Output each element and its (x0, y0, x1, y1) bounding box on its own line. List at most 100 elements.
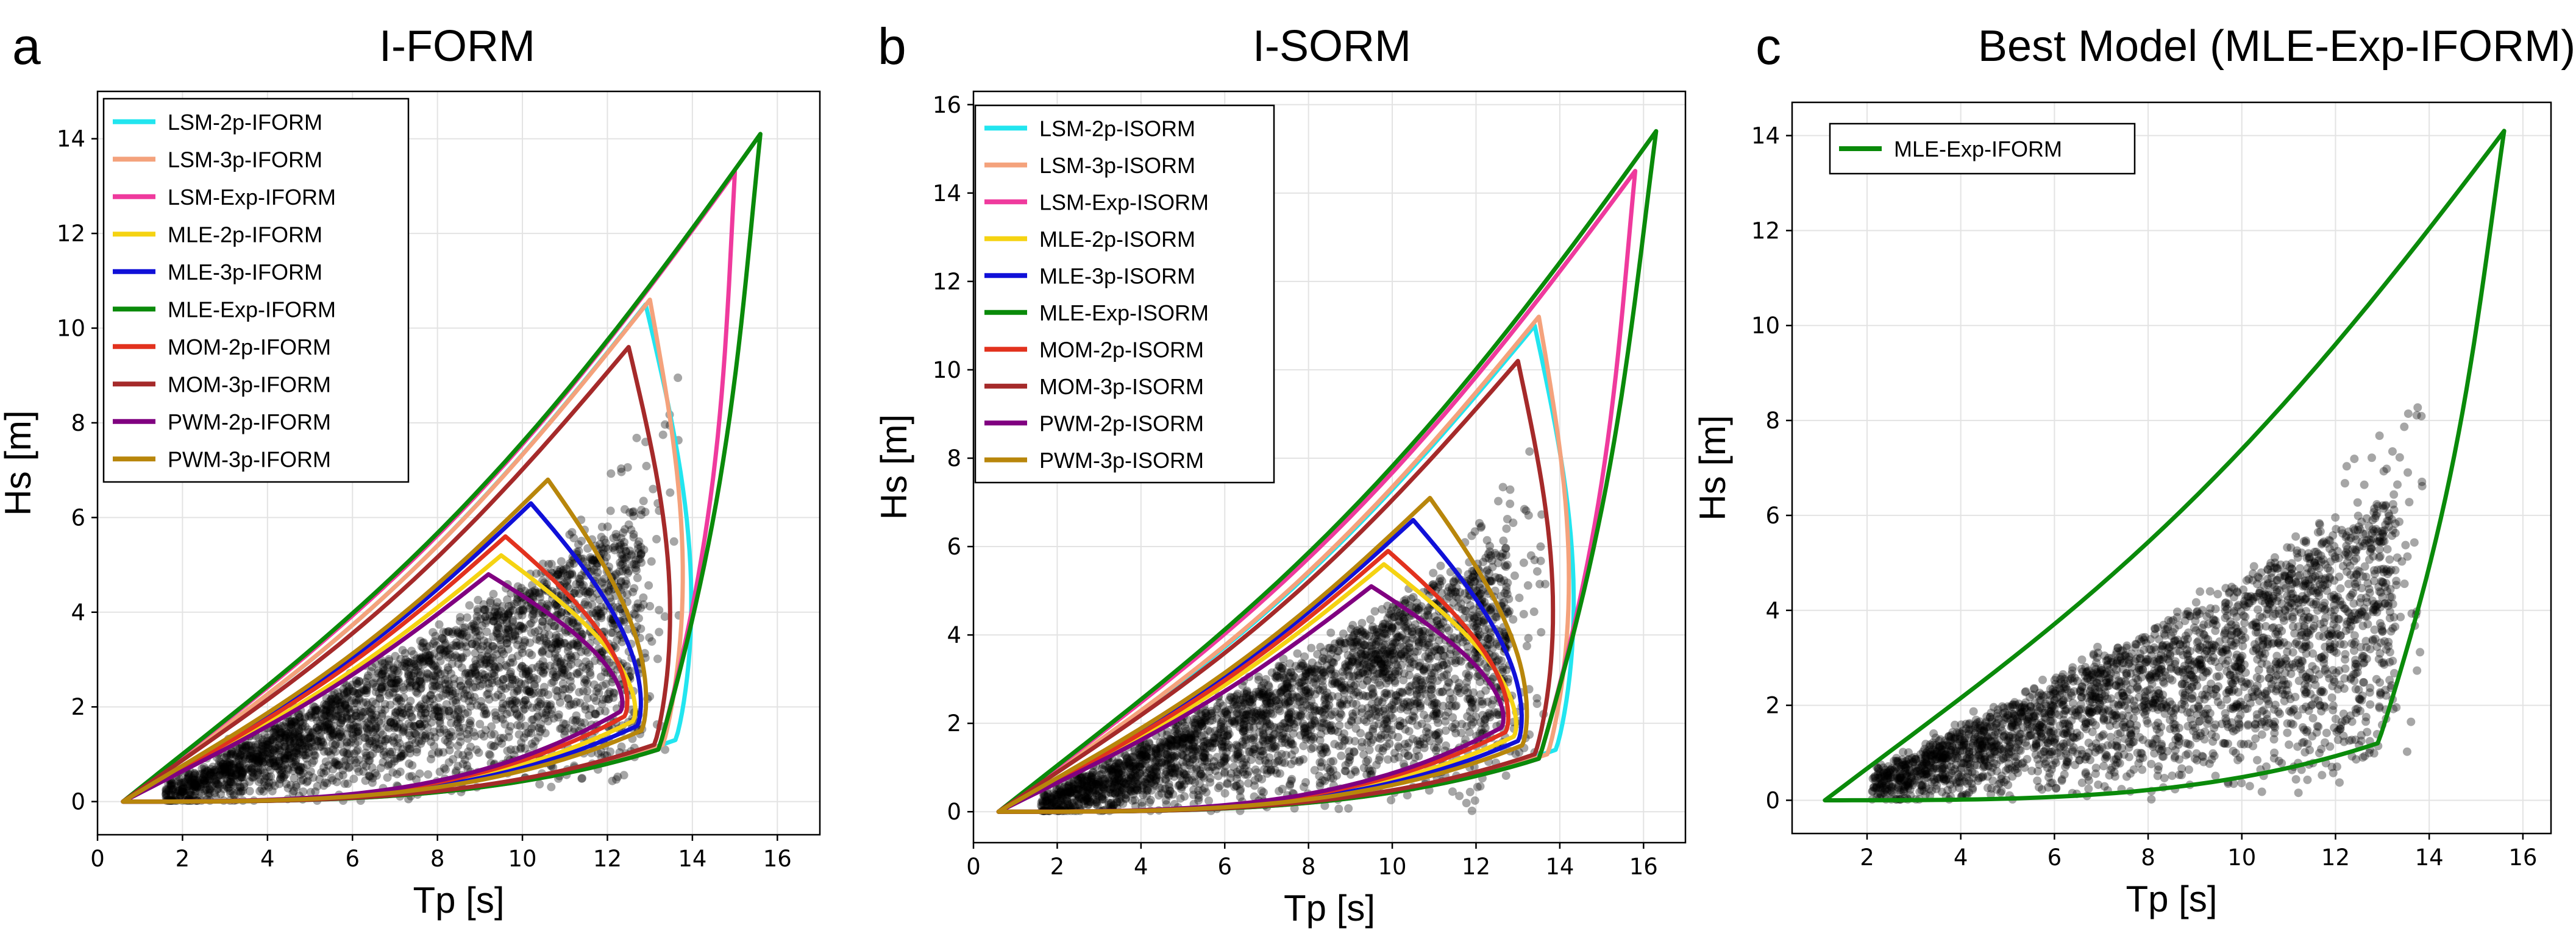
scatter-point (277, 769, 286, 778)
scatter-point (268, 787, 277, 796)
scatter-point (454, 723, 463, 732)
scatter-point (451, 689, 460, 698)
scatter-point (590, 556, 599, 565)
scatter-point (349, 774, 358, 784)
scatter-point (318, 715, 327, 724)
scatter-point (387, 760, 396, 769)
scatter-point (377, 682, 386, 692)
scatter-point (464, 747, 473, 756)
scatter-point (608, 628, 617, 637)
scatter-point (187, 778, 196, 787)
scatter-point (419, 643, 428, 653)
scatter-point (296, 735, 305, 744)
scatter-point (452, 766, 461, 776)
scatter-point (405, 749, 415, 758)
scatter-point (247, 773, 257, 782)
scatter-point (260, 774, 269, 783)
scatter-point (404, 667, 413, 676)
scatter-point (313, 706, 322, 715)
scatter-point (263, 740, 272, 749)
scatter-point (436, 646, 445, 655)
scatter-point (186, 776, 195, 785)
scatter-point (429, 628, 438, 637)
scatter-point (628, 560, 637, 569)
scatter-point (323, 747, 332, 756)
scatter-point (307, 713, 316, 722)
scatter-point (277, 772, 286, 781)
scatter-point (352, 699, 361, 708)
scatter-point (1164, 740, 1173, 749)
scatter-point (1502, 586, 1511, 595)
scatter-point (329, 745, 338, 754)
scatter-point (445, 687, 454, 696)
scatter-point (269, 745, 278, 754)
scatter-point (310, 742, 319, 751)
scatter-point (404, 670, 413, 679)
scatter-point (302, 777, 311, 787)
scatter-point (294, 725, 304, 734)
scatter-point (1267, 744, 1276, 753)
scatter-point (475, 631, 485, 640)
scatter-point (383, 674, 393, 684)
scatter-point (399, 723, 408, 732)
scatter-point (612, 775, 621, 784)
scatter-point (271, 723, 280, 732)
scatter-point (639, 497, 648, 506)
scatter-point (1376, 681, 1385, 690)
scatter-point (180, 790, 189, 799)
scatter-point (1465, 787, 1475, 796)
scatter-point (416, 700, 425, 709)
scatter-point (414, 668, 423, 677)
scatter-point (499, 734, 508, 743)
scatter-point (631, 564, 640, 573)
scatter-point (422, 695, 431, 704)
scatter-point (237, 766, 246, 776)
scatter-point (491, 715, 500, 724)
scatter-point (540, 629, 549, 639)
y-tick-label: 12 (57, 221, 85, 247)
scatter-point (536, 593, 545, 602)
scatter-point (284, 722, 293, 731)
scatter-point (484, 649, 493, 658)
scatter-point (299, 736, 308, 745)
scatter-point (326, 706, 335, 715)
scatter-point (1344, 721, 1353, 730)
scatter-point (258, 750, 268, 759)
scatter-point (516, 713, 525, 723)
scatter-point (547, 709, 556, 718)
scatter-point (353, 745, 362, 754)
scatter-point (321, 707, 330, 716)
scatter-point (289, 732, 298, 742)
scatter-point (487, 722, 496, 731)
scatter-point (496, 632, 505, 642)
scatter-point (393, 754, 402, 763)
scatter-point (599, 607, 608, 616)
scatter-point (216, 758, 225, 767)
scatter-point (236, 783, 245, 792)
scatter-point (355, 677, 364, 686)
scatter-point (400, 649, 410, 658)
scatter-point (291, 715, 301, 724)
scatter-point (429, 676, 438, 685)
scatter-point (591, 710, 600, 719)
scatter-point (326, 732, 335, 742)
scatter-point (463, 708, 472, 717)
scatter-point (168, 785, 177, 795)
scatter-point (397, 749, 406, 758)
scatter-point (496, 655, 505, 664)
scatter-point (304, 734, 313, 743)
scatter-point (370, 716, 379, 725)
scatter-point (530, 627, 539, 636)
scatter-point (491, 711, 500, 720)
scatter-point (246, 765, 255, 774)
scatter-point (191, 782, 201, 791)
scatter-point (189, 785, 198, 794)
scatter-point (275, 759, 284, 768)
scatter-point (511, 676, 520, 685)
scatter-point (285, 737, 294, 746)
scatter-point (572, 580, 581, 589)
scatter-point (1310, 766, 1319, 775)
scatter-point (516, 745, 525, 754)
scatter-point (550, 662, 560, 671)
